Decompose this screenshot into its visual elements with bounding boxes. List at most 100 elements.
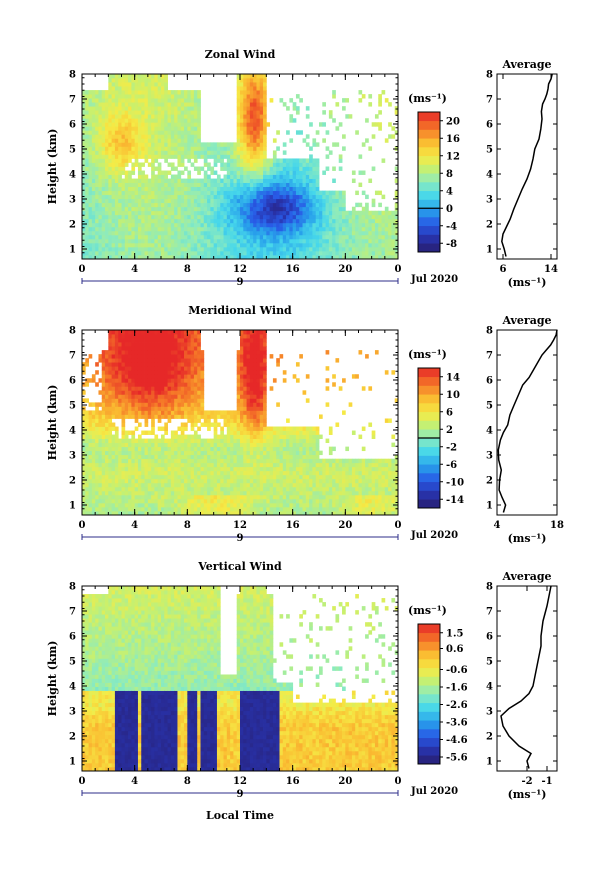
- heatmap-cell: [236, 162, 241, 167]
- heatmap-cell: [161, 370, 165, 375]
- heatmap-cell: [193, 98, 198, 103]
- heatmap-cell: [240, 226, 244, 232]
- heatmap-cell: [203, 198, 208, 204]
- heatmap-cell: [187, 206, 192, 212]
- heatmap-cell: [263, 118, 267, 123]
- heatmap-cell: [114, 158, 119, 163]
- heatmap-cell: [216, 230, 221, 236]
- heatmap-cell: [223, 210, 228, 216]
- heatmap-cell: [207, 182, 211, 188]
- heatmap-cell: [134, 498, 139, 504]
- heatmap-cell: [131, 414, 136, 419]
- heatmap-cell: [88, 174, 93, 179]
- heatmap-cell: [190, 210, 195, 216]
- heatmap-cell: [193, 438, 198, 444]
- heatmap-cell: [154, 94, 159, 99]
- heatmap-cell: [190, 362, 195, 367]
- heatmap-cell: [216, 222, 221, 228]
- heatmap-cell: [147, 382, 152, 387]
- heatmap-cell: [197, 186, 201, 192]
- heatmap-cell: [197, 450, 201, 456]
- heatmap-cell: [210, 182, 215, 188]
- heatmap-cell: [118, 210, 122, 216]
- heatmap-cell: [147, 242, 152, 248]
- heatmap-cell: [111, 390, 116, 395]
- heatmap-cell: [105, 162, 109, 167]
- heatmap-cell: [358, 242, 363, 248]
- heatmap-cell: [164, 422, 168, 427]
- heatmap-cell: [253, 138, 257, 143]
- heatmap-cell: [322, 250, 326, 256]
- heatmap-cell: [137, 170, 142, 175]
- heatmap-cell: [289, 194, 294, 200]
- heatmap-cell: [309, 238, 313, 244]
- heatmap-cell: [200, 394, 205, 399]
- heatmap-cell: [167, 90, 172, 95]
- heatmap-cell: [220, 482, 224, 488]
- heatmap-cell: [332, 234, 336, 240]
- heatmap-cell: [134, 206, 139, 212]
- heatmap-cell: [180, 190, 185, 196]
- heatmap-cell: [193, 250, 198, 256]
- heatmap-cell: [292, 246, 297, 252]
- heatmap-cell: [355, 234, 359, 240]
- heatmap-cell: [305, 198, 310, 204]
- heatmap-cell: [95, 194, 99, 200]
- heatmap-cell: [200, 378, 205, 383]
- heatmap-cell: [88, 142, 93, 147]
- heatmap-cell: [101, 254, 106, 260]
- heatmap-cell: [187, 194, 192, 200]
- heatmap-cell: [170, 238, 175, 244]
- heatmap-cell: [154, 362, 159, 367]
- x-tick-label: 20: [338, 264, 352, 275]
- heatmap-cell: [240, 154, 244, 159]
- heatmap-cell: [134, 226, 139, 232]
- heatmap-cell: [190, 478, 195, 484]
- heatmap-cell: [249, 122, 254, 127]
- heatmap-cell: [164, 478, 168, 484]
- heatmap-cell: [147, 146, 152, 151]
- heatmap-cell: [121, 222, 126, 228]
- y-tick-label: 2: [69, 220, 76, 231]
- heatmap-cell: [197, 474, 201, 480]
- heatmap-cell: [246, 74, 251, 79]
- heatmap-cell: [174, 494, 178, 500]
- heatmap-cell: [249, 142, 254, 147]
- heatmap-cell: [101, 110, 106, 115]
- heatmap-cell: [207, 426, 211, 431]
- heatmap-cell: [157, 138, 162, 143]
- heatmap-cell: [309, 206, 313, 212]
- heatmap-cell: [157, 230, 162, 236]
- heatmap-cell: [164, 466, 168, 472]
- heatmap-cell: [105, 470, 109, 476]
- heatmap-cell: [154, 158, 159, 163]
- heatmap-cell: [141, 182, 145, 188]
- heatmap-cell: [141, 490, 145, 496]
- heatmap-cell: [193, 118, 198, 123]
- heatmap-cell: [170, 198, 175, 204]
- heatmap-cell: [263, 246, 267, 252]
- heatmap-cell: [161, 342, 165, 347]
- heatmap-cell: [243, 102, 247, 107]
- heatmap-cell: [121, 426, 126, 431]
- heatmap-cell: [328, 202, 333, 208]
- heatmap-cell: [210, 490, 215, 496]
- heatmap-cell: [164, 246, 168, 252]
- heatmap-cell: [378, 250, 382, 256]
- heatmap-cell: [246, 210, 251, 216]
- heatmap-cell: [154, 466, 159, 472]
- heatmap-cell: [259, 230, 264, 236]
- heatmap-cell: [332, 198, 336, 204]
- heatmap-cell: [216, 186, 221, 192]
- heatmap-cell: [141, 430, 145, 435]
- heatmap-cell: [351, 206, 356, 212]
- heatmap-cell: [124, 410, 129, 415]
- heatmap-cell: [177, 394, 182, 399]
- heatmap-cell: [121, 226, 126, 232]
- heatmap-cell: [161, 242, 165, 248]
- heatmap-cell: [328, 234, 333, 240]
- heatmap-cell: [157, 374, 162, 379]
- heatmap-cell: [134, 442, 139, 448]
- heatmap-cell: [177, 470, 182, 476]
- heatmap-cell: [151, 182, 155, 188]
